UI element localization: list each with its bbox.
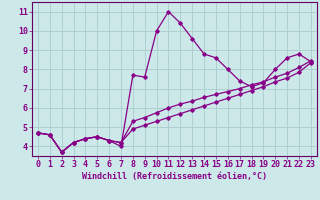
- X-axis label: Windchill (Refroidissement éolien,°C): Windchill (Refroidissement éolien,°C): [82, 172, 267, 181]
